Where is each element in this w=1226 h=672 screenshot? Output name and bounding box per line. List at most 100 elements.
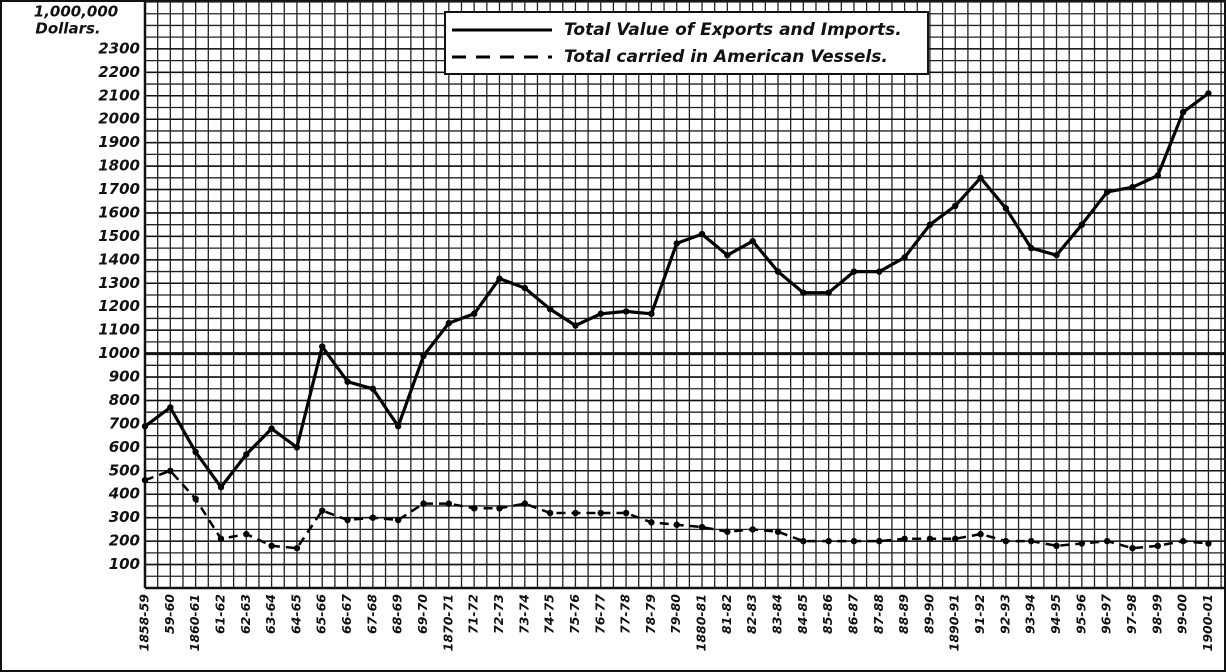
- data-point: [1179, 108, 1187, 116]
- data-point: [192, 495, 199, 503]
- data-point: [496, 505, 503, 512]
- x-tick-label: 89-90: [921, 594, 936, 634]
- y-tick-label: 1200: [98, 297, 140, 315]
- data-point: [344, 378, 351, 385]
- x-tick-label: 82-83: [744, 594, 759, 634]
- data-point: [141, 476, 149, 484]
- x-tick-label: 96-97: [1099, 594, 1114, 634]
- data-point: [901, 254, 908, 261]
- data-point: [1205, 90, 1212, 97]
- y-axis-label: Dollars.: [35, 20, 100, 38]
- y-tick-label: 1700: [98, 180, 140, 198]
- data-point: [572, 322, 579, 329]
- data-point: [167, 467, 174, 474]
- x-tick-label: 61-62: [212, 594, 227, 634]
- data-point: [825, 537, 832, 545]
- data-point: [1002, 205, 1010, 212]
- data-point: [344, 516, 351, 524]
- y-tick-label: 1300: [98, 274, 140, 292]
- y-tick-label: 1000: [98, 344, 140, 362]
- data-point: [724, 528, 731, 535]
- x-tick-label: 65-66: [314, 594, 329, 634]
- x-tick-label: 83-84: [770, 594, 785, 634]
- x-tick-label: 62-63: [238, 594, 253, 634]
- y-tick-label: 600: [109, 438, 140, 456]
- data-point: [572, 509, 579, 517]
- x-tick-label: 1858-59: [137, 594, 152, 652]
- data-point: [977, 174, 984, 181]
- x-tick-label: 66-67: [339, 594, 354, 634]
- data-point: [470, 310, 478, 317]
- data-point: [724, 251, 731, 259]
- data-point: [420, 500, 427, 507]
- y-axis-label: 1,000,000: [34, 3, 118, 21]
- x-tick-label: 64-65: [288, 594, 303, 634]
- x-tick-label: 94-95: [1048, 594, 1063, 634]
- legend-label: Total carried in American Vessels.: [564, 47, 888, 67]
- data-point: [1103, 537, 1111, 545]
- x-tick-label: 92-93: [997, 594, 1012, 634]
- legend-box: [444, 11, 929, 75]
- y-tick-label: 1400: [98, 250, 140, 268]
- x-tick-label: 75-76: [567, 594, 582, 634]
- data-point: [952, 202, 959, 210]
- data-point: [673, 240, 680, 247]
- data-point: [1129, 183, 1136, 191]
- x-tick-label: 59-60: [162, 594, 177, 634]
- x-tick-label: 93-94: [1023, 594, 1038, 634]
- data-point: [1154, 542, 1162, 550]
- data-point: [217, 484, 225, 491]
- x-tick-label: 79-80: [668, 594, 683, 634]
- y-tick-label: 200: [109, 532, 140, 550]
- data-point: [1205, 540, 1212, 547]
- data-point: [369, 385, 377, 392]
- data-point: [977, 530, 984, 538]
- y-tick-label: 1100: [98, 321, 140, 339]
- x-tick-label: 88-89: [896, 594, 911, 634]
- x-tick-label: 85-86: [820, 594, 835, 634]
- y-tick-label: 1900: [98, 133, 140, 151]
- data-point: [470, 505, 478, 512]
- x-tick-label: 68-69: [390, 594, 405, 634]
- data-point: [293, 444, 301, 451]
- y-tick-label: 1600: [98, 203, 140, 221]
- data-point: [622, 308, 630, 315]
- data-point: [141, 423, 149, 430]
- x-tick-label: 71-72: [466, 594, 481, 634]
- data-point: [293, 544, 301, 552]
- data-point: [319, 507, 326, 514]
- y-tick-label: 700: [109, 414, 140, 432]
- data-point: [1053, 542, 1060, 550]
- data-point: [648, 310, 655, 317]
- data-point: [774, 528, 782, 535]
- data-point: [800, 289, 807, 296]
- y-tick-label: 400: [108, 485, 140, 503]
- data-point: [876, 537, 883, 545]
- y-tick-label: 2200: [98, 63, 140, 81]
- data-point: [445, 500, 453, 507]
- data-point: [496, 275, 503, 282]
- y-tick-label: 900: [109, 368, 140, 386]
- x-tick-label: 78-79: [643, 594, 658, 634]
- data-point: [901, 535, 908, 542]
- x-tick-label: 98-99: [1149, 594, 1164, 634]
- x-tick-label: 95-96: [1073, 594, 1088, 634]
- data-point: [749, 237, 756, 245]
- data-point: [217, 535, 225, 542]
- x-tick-label: 99-00: [1175, 594, 1190, 634]
- data-point: [876, 268, 883, 275]
- y-tick-label: 300: [109, 508, 140, 526]
- data-point: [926, 535, 934, 542]
- data-point: [1028, 244, 1035, 252]
- x-tick-label: 1880-81: [694, 594, 709, 651]
- data-point: [1002, 537, 1010, 545]
- x-tick-label: 63-64: [263, 594, 278, 634]
- x-tick-label: 76-77: [592, 594, 607, 634]
- x-tick-label: 73-74: [516, 594, 531, 634]
- x-tick-label: 81-82: [719, 594, 734, 634]
- data-point: [268, 425, 275, 432]
- data-point: [850, 268, 858, 275]
- data-point: [1053, 251, 1060, 259]
